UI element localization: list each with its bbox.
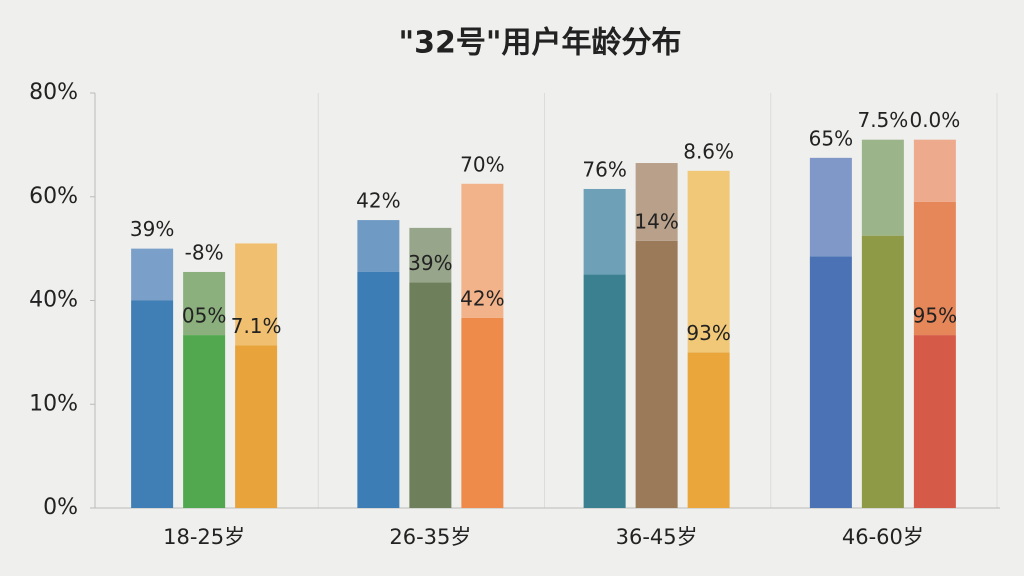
- data-label: 42%: [460, 286, 504, 310]
- bar-segment: [131, 248, 174, 301]
- bar-segment: [913, 201, 956, 336]
- bar-segment: [861, 235, 904, 508]
- data-label: 0.0%: [909, 108, 960, 132]
- y-tick-label: 40%: [29, 288, 78, 313]
- bar-segment: [235, 243, 278, 346]
- y-tick-label: 80%: [29, 80, 78, 105]
- chart-title: "32号"用户年龄分布: [398, 26, 681, 61]
- bar-segment: [583, 188, 626, 275]
- bar-segment: [357, 220, 400, 272]
- y-tick-label: 60%: [29, 184, 78, 209]
- y-tick-label: 10%: [29, 391, 78, 416]
- data-label: 14%: [634, 209, 678, 233]
- bar-segment: [687, 170, 730, 353]
- data-label: 70%: [460, 152, 504, 176]
- data-label: 65%: [809, 126, 853, 150]
- bar-segment: [913, 139, 956, 202]
- y-tick-label: 0%: [43, 495, 78, 520]
- data-label: 95%: [913, 304, 957, 328]
- bar-segment: [583, 274, 626, 508]
- data-label: -8%: [185, 240, 224, 264]
- bar-segment: [235, 345, 278, 508]
- data-label: 93%: [686, 321, 730, 345]
- data-label: 7.1%: [231, 314, 282, 338]
- bar-segment: [183, 271, 226, 336]
- data-label: 7.5%: [857, 108, 908, 132]
- bar-segment: [687, 352, 730, 508]
- data-label: 39%: [130, 217, 174, 241]
- bar-segment: [635, 240, 678, 508]
- bar-segment: [809, 157, 852, 257]
- data-label: 8.6%: [683, 139, 734, 163]
- x-tick-label: 36-45岁: [616, 525, 698, 549]
- bar-segment: [861, 139, 904, 236]
- bar-segment: [461, 183, 504, 318]
- x-tick-label: 26-35岁: [389, 525, 471, 549]
- bar-segment: [131, 300, 174, 508]
- data-label: 39%: [408, 251, 452, 275]
- bar-segment: [809, 256, 852, 508]
- bar-segment: [913, 335, 956, 508]
- bar-segment: [357, 271, 400, 508]
- data-label: 05%: [182, 304, 226, 328]
- data-label: 42%: [356, 189, 400, 213]
- bar-segment: [635, 163, 678, 241]
- bar-segment: [183, 335, 226, 508]
- bar-segment: [409, 282, 452, 508]
- bar-segment: [409, 227, 452, 283]
- data-label: 76%: [582, 157, 626, 181]
- x-tick-label: 46-60岁: [842, 525, 924, 549]
- x-tick-label: 18-25岁: [163, 525, 245, 549]
- bar-segment: [461, 317, 504, 508]
